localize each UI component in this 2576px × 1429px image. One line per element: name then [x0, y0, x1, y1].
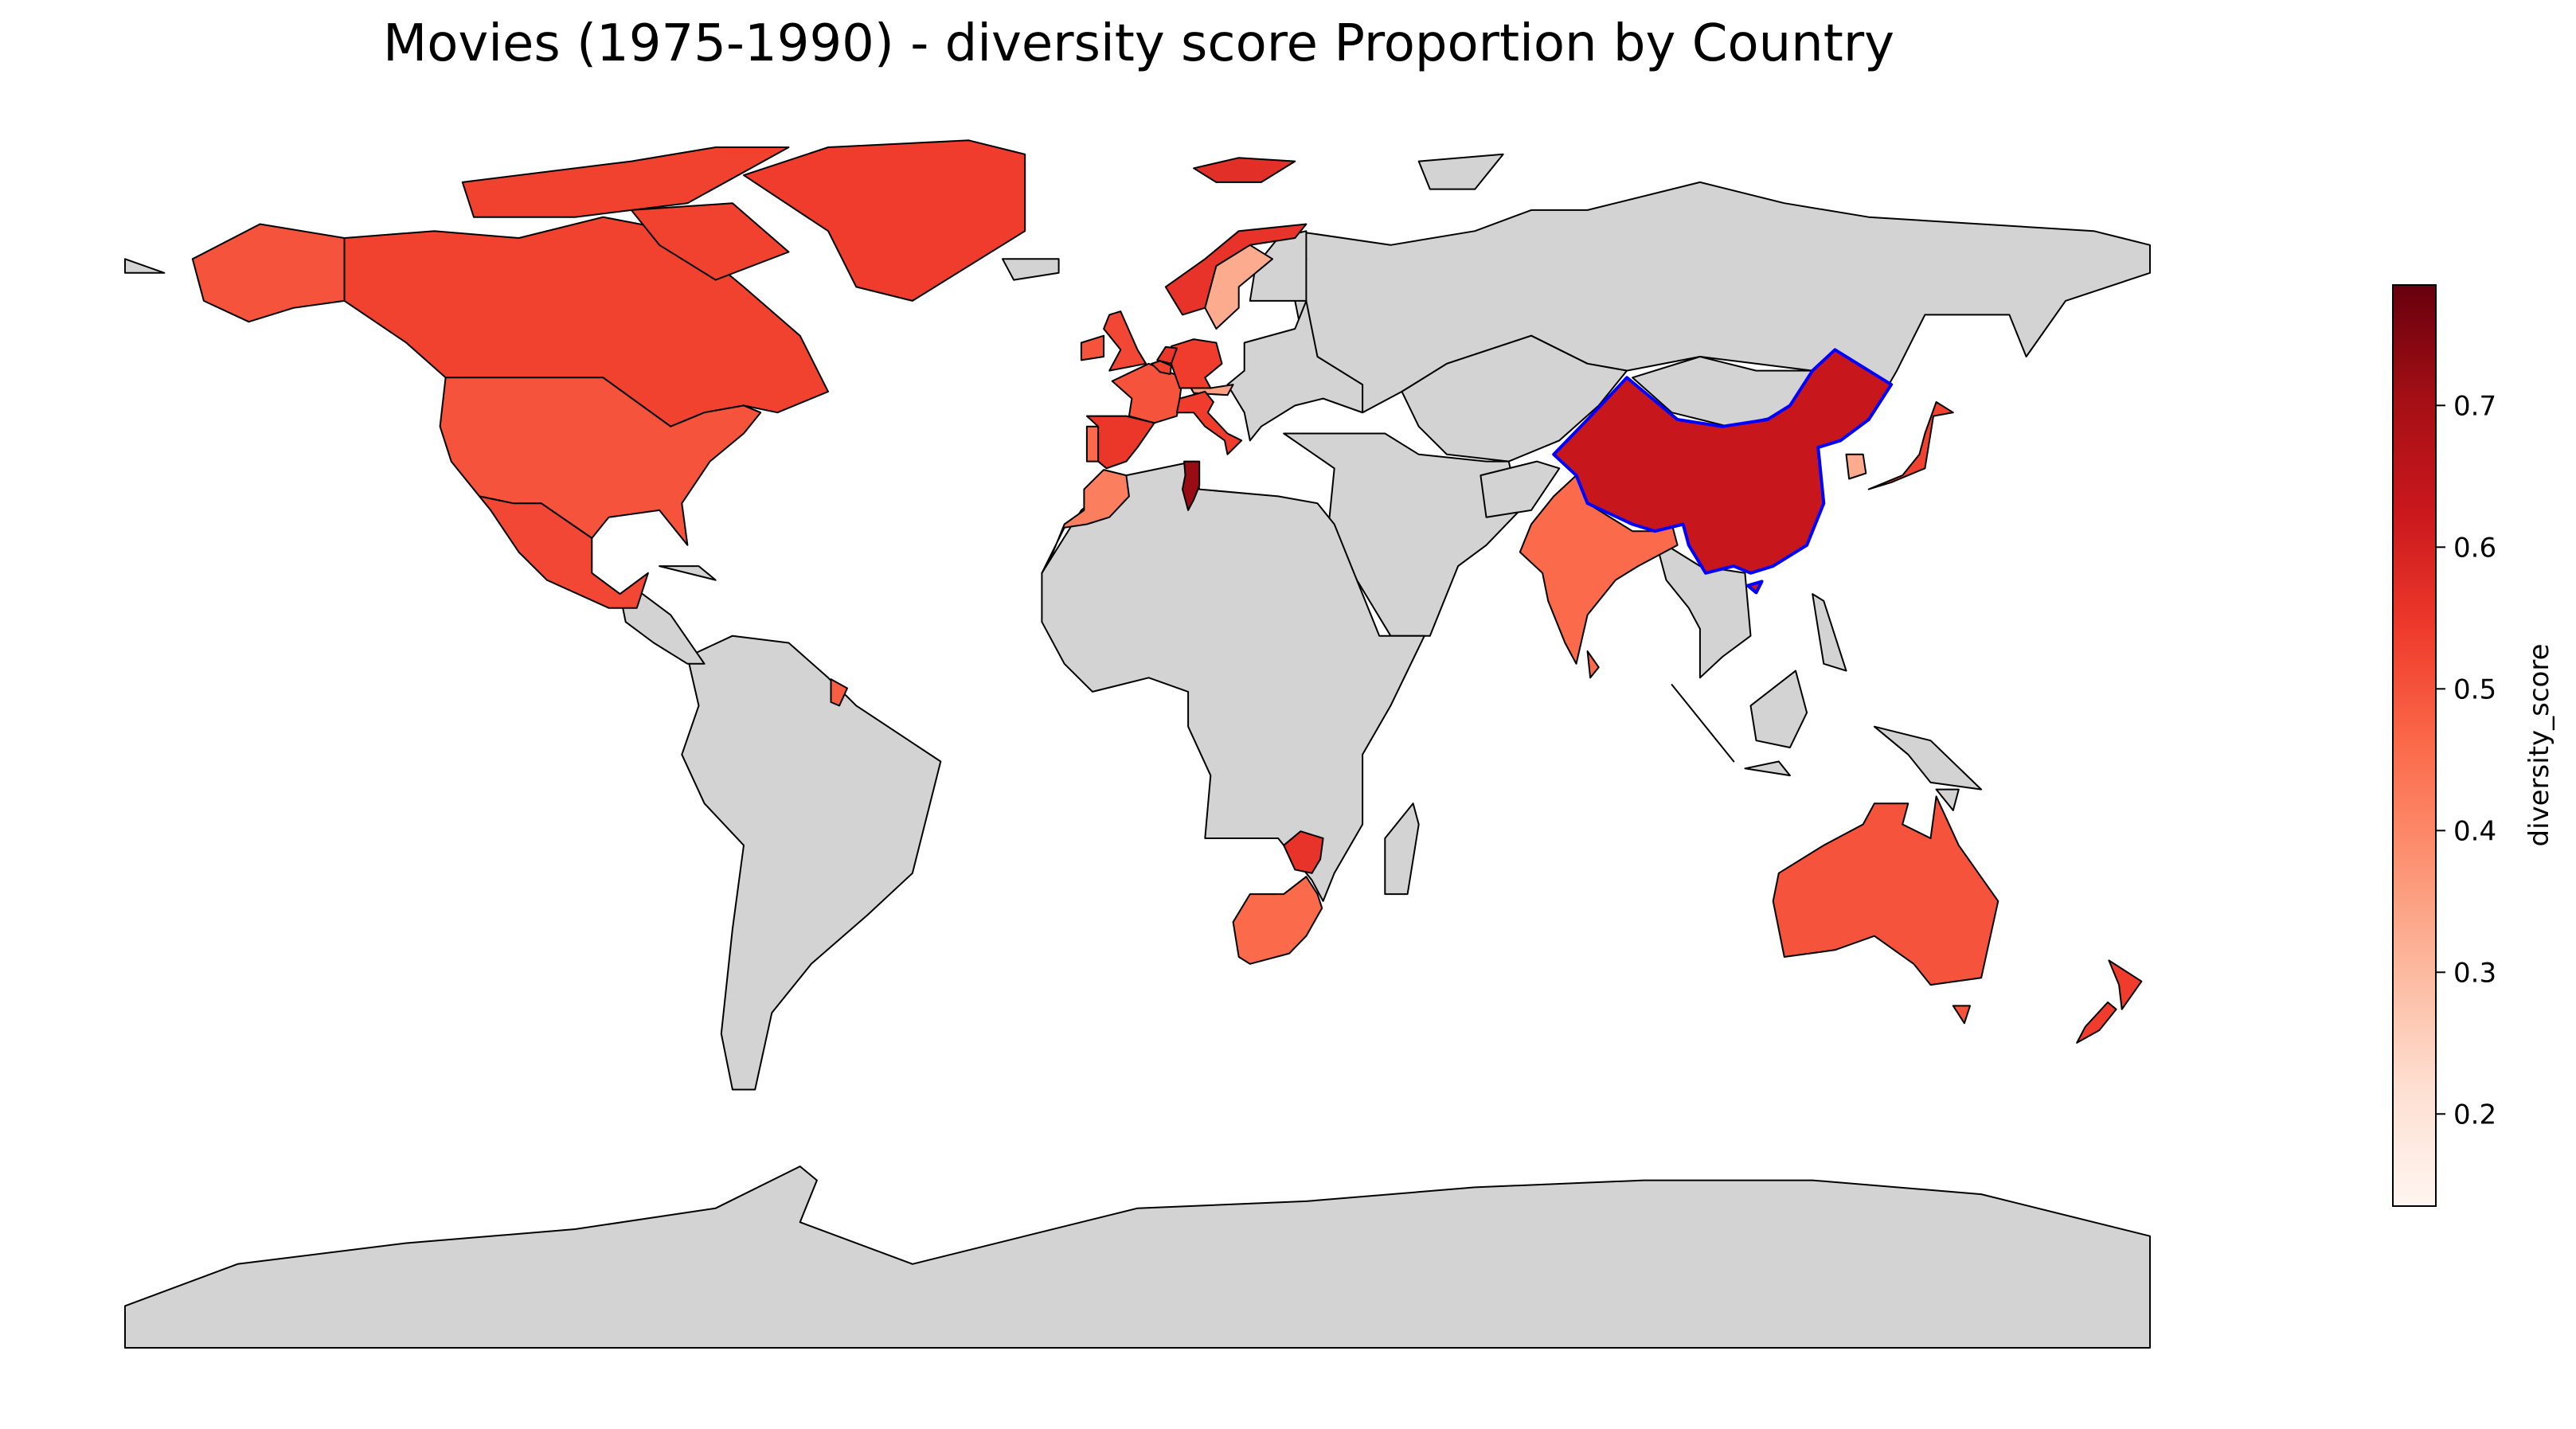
region-nodata-cuba	[659, 565, 717, 581]
country-united-kingdom	[1103, 310, 1147, 372]
region-nodata-south-america	[681, 634, 942, 1091]
country-morocco	[1041, 469, 1130, 574]
country-greenland	[743, 139, 1026, 302]
country-sweden	[1204, 244, 1273, 330]
colorbar-label: diversity_score	[2523, 643, 2555, 846]
country-india	[1519, 474, 1679, 665]
colorbar-gradient	[2392, 284, 2437, 1207]
country-south-korea	[1845, 453, 1867, 480]
country-norway	[1164, 223, 1308, 316]
colorbar-tick-label: 0.4	[2453, 815, 2496, 847]
country-alaska	[191, 223, 346, 323]
colorbar-tick-label: 0.7	[2453, 390, 2496, 422]
country-italy	[1175, 390, 1243, 455]
country-zimbabwe	[1283, 830, 1324, 874]
region-nodata-alaska-west-islands	[124, 258, 166, 274]
colorbar-tick-label: 0.6	[2453, 532, 2496, 564]
colorbar-tick-label: 0.2	[2453, 1099, 2496, 1130]
country-tunisia	[1182, 460, 1201, 511]
country-tasmania	[1952, 1005, 1971, 1025]
world-map	[124, 139, 2151, 1349]
country-netherlands	[1156, 346, 1178, 365]
page-title: Movies (1975-1990) - diversity score Pro…	[382, 14, 1895, 73]
region-nodata-arctic-islands	[1417, 153, 1504, 190]
country-svalbard	[1193, 157, 1296, 183]
country-ireland	[1080, 334, 1105, 361]
country-baffin	[630, 202, 790, 281]
country-portugal	[1085, 425, 1100, 463]
region-nodata-indonesia-1	[1671, 684, 1735, 763]
country-south-africa	[1232, 876, 1323, 965]
region-nodata-antarctica	[124, 1165, 2151, 1349]
country-japan	[1867, 401, 1954, 490]
country-new-zealand-s	[2076, 1001, 2117, 1044]
country-french-guiana	[830, 678, 848, 707]
region-nodata-central-america	[619, 593, 706, 665]
region-nodata-indonesia-2	[1744, 760, 1791, 777]
region-nodata-iceland	[1002, 258, 1060, 281]
region-nodata-philippines	[1812, 593, 1847, 672]
region-nodata-sulawesi-ng	[1873, 725, 1983, 791]
country-australia	[1772, 795, 1999, 986]
country-germany	[1170, 338, 1223, 389]
region-nodata-afghanistan	[1480, 460, 1561, 518]
country-new-zealand-n	[2108, 959, 2143, 1010]
colorbar-tick-label: 0.3	[2453, 957, 2496, 989]
region-nodata-madagascar	[1384, 802, 1420, 896]
region-nodata-borneo	[1749, 670, 1808, 748]
region-nodata-nz-north-islands	[1935, 788, 1960, 811]
country-mexico	[479, 495, 649, 609]
region-nodata-africa	[1041, 460, 1425, 902]
country-china	[1552, 348, 1894, 575]
colorbar-tick-label: 0.5	[2453, 674, 2496, 705]
country-hainan	[1745, 580, 1764, 595]
country-canadian-arctic	[461, 146, 790, 218]
country-sri-lanka	[1586, 650, 1600, 679]
country-belgium	[1151, 360, 1172, 375]
